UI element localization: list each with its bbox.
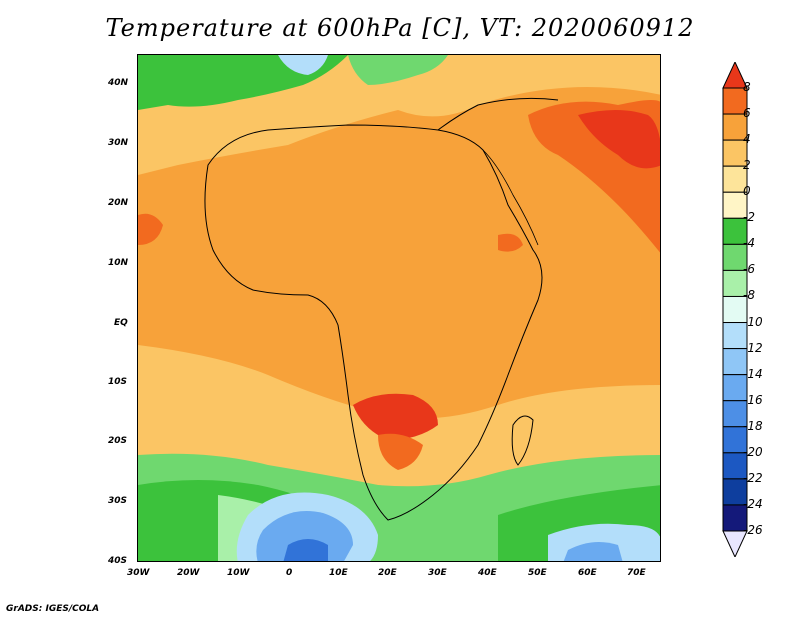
lon-tick: 20E — [378, 568, 397, 578]
colorbar-segment — [722, 295, 748, 324]
lat-tick: 10S — [108, 377, 128, 387]
colorbar-label: -2 — [743, 210, 755, 225]
lat-tick: 40S — [108, 556, 128, 566]
southeast-low-inner — [563, 541, 623, 561]
lat-tick: 10N — [108, 258, 129, 268]
atlantic-warm — [138, 213, 163, 245]
colorbar-segment — [722, 348, 748, 376]
colorbar-segment — [722, 426, 748, 454]
colorbar-label: -20 — [743, 444, 763, 459]
colorbar-label: 4 — [743, 132, 751, 147]
colorbar-label: -4 — [743, 236, 755, 251]
europe-blue-patch — [278, 55, 328, 75]
colorbar — [722, 62, 748, 557]
southern-africa-hot — [353, 393, 438, 440]
colorbar-label: -12 — [743, 340, 763, 355]
colorbar-label: 6 — [743, 106, 751, 121]
colorbar-label: 8 — [743, 80, 751, 94]
mediterranean-east-coast — [437, 97, 559, 131]
lon-tick: 0 — [286, 568, 293, 578]
lon-tick: 10W — [227, 568, 250, 578]
colorbar-segment — [722, 374, 748, 402]
colorbar-label: -26 — [743, 523, 763, 537]
map-title: Temperature at 600hPa [C], VT: 202006091… — [105, 14, 695, 42]
lon-tick: 10E — [329, 568, 348, 578]
map-panel — [137, 54, 661, 562]
southwest-low-inner — [256, 511, 353, 561]
madagascar-outline — [511, 415, 534, 466]
colorbar-label: 0 — [743, 184, 751, 199]
lon-tick: 30E — [428, 568, 447, 578]
horn-warm — [498, 233, 523, 252]
lon-tick: 30W — [127, 568, 150, 578]
colorbar-bottom-arrow — [722, 530, 748, 557]
colorbar-label: -24 — [743, 496, 763, 511]
lat-tick: 30S — [108, 496, 128, 506]
colorbar-segment — [722, 322, 748, 350]
lon-tick: 50E — [528, 568, 547, 578]
colorbar-segment — [722, 504, 748, 532]
lon-tick: 20W — [177, 568, 200, 578]
colorbar-label: -14 — [743, 366, 763, 381]
colorbar-segment — [722, 87, 748, 115]
colorbar-label: -8 — [743, 288, 755, 303]
lat-tick: 20N — [108, 198, 129, 208]
balkan-green — [348, 55, 448, 85]
red-sea-coast — [482, 149, 539, 246]
lat-tick: EQ — [114, 318, 128, 328]
asia-hot-core — [578, 110, 660, 169]
colorbar-segment — [722, 113, 748, 141]
colorbar-label: -22 — [743, 470, 763, 485]
colorbar-label: -10 — [743, 314, 763, 329]
lat-tick: 20S — [108, 436, 128, 446]
lat-tick: 30N — [108, 138, 129, 148]
colorbar-segment — [722, 165, 748, 193]
southwest-low-core — [283, 539, 328, 561]
colorbar-label: -16 — [743, 392, 763, 407]
credit-text: GrADS: IGES/COLA — [6, 604, 100, 614]
colorbar-segment — [722, 243, 748, 271]
lon-tick: 70E — [627, 568, 646, 578]
lon-tick: 40E — [478, 568, 497, 578]
colorbar-label: 2 — [743, 158, 751, 173]
lat-tick: 40N — [108, 78, 129, 88]
temperature-field — [138, 55, 660, 561]
colorbar-segment — [722, 191, 748, 219]
southern-africa-warm — [378, 433, 423, 470]
colorbar-label: -6 — [743, 262, 755, 277]
colorbar-segment — [722, 217, 748, 245]
africa-outline — [204, 124, 543, 521]
colorbar-segment — [722, 269, 748, 297]
lon-tick: 60E — [578, 568, 597, 578]
colorbar-label: -18 — [743, 418, 763, 433]
